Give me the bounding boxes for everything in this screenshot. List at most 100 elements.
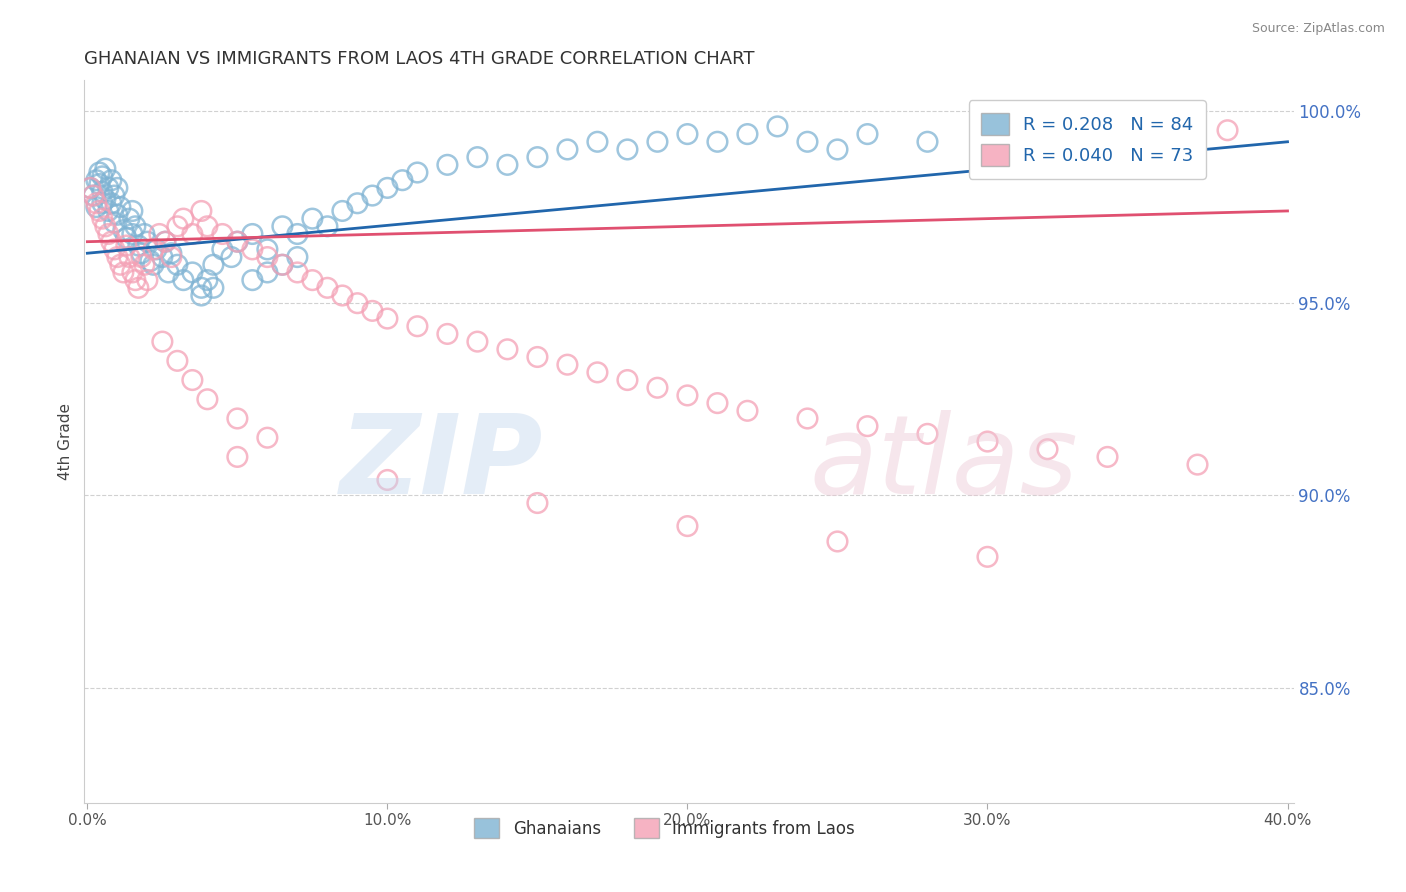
Point [827,143,849,157]
Point [586,365,609,379]
Point [127,281,149,295]
Point [79,181,101,195]
Point [526,496,548,510]
Point [190,288,212,302]
Point [287,250,309,264]
Point [157,265,180,279]
Point [211,243,233,257]
Point [89,177,111,191]
Point [1036,135,1059,149]
Point [195,219,218,234]
Point [127,238,149,252]
Point [79,181,101,195]
Point [190,281,212,295]
Point [316,219,339,234]
Point [221,250,243,264]
Point [211,227,233,241]
Point [202,281,225,295]
Point [256,243,278,257]
Point [856,127,879,141]
Point [100,173,122,187]
Point [86,200,108,214]
Point [287,227,309,241]
Point [181,373,204,387]
Point [676,519,699,533]
Point [202,258,225,272]
Point [377,473,399,487]
Point [976,549,998,564]
Point [1187,458,1209,472]
Point [976,143,998,157]
Point [115,231,138,245]
Point [737,404,759,418]
Point [976,434,998,449]
Point [361,304,384,318]
Point [287,265,309,279]
Point [166,354,188,368]
Point [89,165,111,179]
Point [436,326,458,341]
Point [86,196,108,211]
Point [226,450,249,464]
Text: Source: ZipAtlas.com: Source: ZipAtlas.com [1251,22,1385,36]
Point [131,246,153,260]
Point [82,188,104,202]
Point [181,265,204,279]
Point [121,265,143,279]
Point [91,169,114,184]
Point [145,243,167,257]
Text: GHANAIAN VS IMMIGRANTS FROM LAOS 4TH GRADE CORRELATION CHART: GHANAIAN VS IMMIGRANTS FROM LAOS 4TH GRA… [84,50,755,68]
Point [100,235,122,249]
Point [94,161,117,176]
Point [131,250,153,264]
Point [377,311,399,326]
Text: ZIP: ZIP [340,409,544,516]
Point [82,188,104,202]
Point [391,173,413,187]
Point [557,358,579,372]
Point [706,396,728,410]
Point [737,127,759,141]
Point [100,196,122,211]
Point [256,431,278,445]
Point [172,211,194,226]
Point [103,215,125,229]
Point [496,343,519,357]
Point [647,135,669,149]
Point [676,388,699,402]
Point [86,173,108,187]
Point [557,143,579,157]
Point [796,411,818,425]
Point [766,120,789,134]
Point [616,373,638,387]
Point [256,265,278,279]
Point [917,135,939,149]
Point [917,426,939,441]
Point [226,411,249,425]
Point [121,203,143,218]
Point [242,227,264,241]
Point [406,319,429,334]
Point [256,250,278,264]
Point [346,196,368,211]
Point [91,185,114,199]
Point [1097,450,1119,464]
Point [195,273,218,287]
Point [526,150,548,164]
Point [124,273,146,287]
Point [136,273,159,287]
Point [242,273,264,287]
Point [97,227,120,241]
Point [1097,127,1119,141]
Point [242,243,264,257]
Point [94,193,117,207]
Point [148,227,170,241]
Point [361,188,384,202]
Point [142,258,165,272]
Point [616,143,638,157]
Point [91,196,114,211]
Point [160,246,183,260]
Point [139,254,162,268]
Point [271,219,294,234]
Point [121,227,143,241]
